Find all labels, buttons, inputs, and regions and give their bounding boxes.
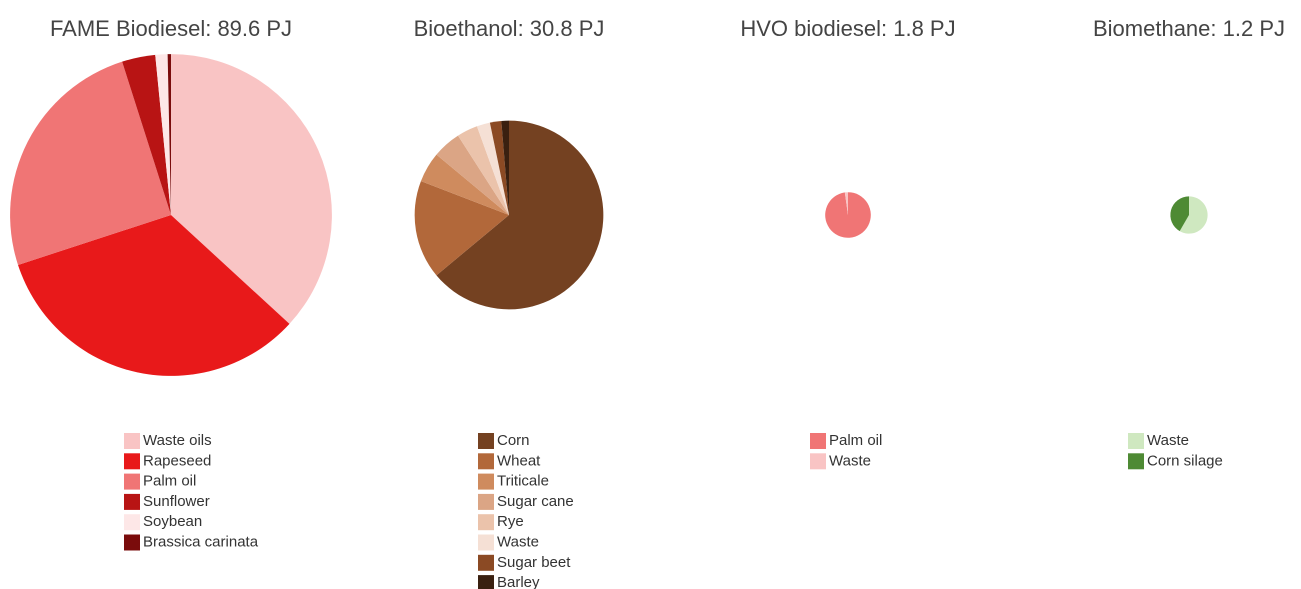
pie-slice	[436, 120, 604, 310]
legend-label: Corn	[497, 432, 530, 449]
pie-title: HVO biodiesel: 1.8 PJ	[740, 16, 955, 41]
legend-swatch	[810, 433, 826, 449]
legend-swatch	[124, 493, 140, 510]
legend-label: Triticale	[497, 473, 549, 490]
legend-label: Waste	[829, 452, 871, 469]
legend-swatch	[124, 453, 140, 470]
legend-label: Waste	[1147, 432, 1189, 449]
legend-swatch	[478, 534, 494, 551]
legend-swatch	[478, 453, 494, 470]
legend-label: Waste oils	[143, 432, 212, 449]
legend-swatch	[1128, 433, 1144, 449]
pie-slice	[844, 192, 848, 215]
legend-swatch	[478, 433, 494, 449]
legend-swatch	[124, 473, 140, 490]
legend-label: Corn silage	[1147, 452, 1223, 469]
legend-label: Rapeseed	[143, 452, 211, 469]
pie-slice	[1170, 196, 1189, 232]
pie-slice	[414, 181, 509, 276]
legend-label: Sugar beet	[497, 554, 571, 571]
legend-label: Sugar cane	[497, 493, 574, 510]
legend-label: Palm oil	[829, 432, 882, 449]
legend-swatch	[478, 514, 494, 531]
pie-slice	[155, 54, 171, 215]
legend-swatch	[124, 534, 140, 551]
legend-swatch	[478, 554, 494, 571]
pie-slice	[420, 154, 509, 215]
pie-title: FAME Biodiesel: 89.6 PJ	[50, 16, 292, 41]
legend-swatch	[478, 473, 494, 490]
pie-slice	[501, 120, 509, 215]
pie-slice	[489, 120, 509, 215]
pie-slice	[436, 135, 509, 215]
legend-swatch	[124, 514, 140, 531]
legend-swatch	[124, 433, 140, 449]
legend-label: Sunflower	[143, 493, 210, 510]
pie-slice	[10, 61, 171, 265]
pie-slice	[476, 122, 509, 215]
pie-title: Biomethane: 1.2 PJ	[1093, 16, 1285, 41]
pie-slice	[457, 126, 509, 215]
legend-label: Palm oil	[143, 473, 196, 490]
legend-label: Wheat	[497, 452, 541, 469]
legend-swatch	[478, 575, 494, 589]
pie-slice	[167, 54, 171, 216]
pie-title: Bioethanol: 30.8 PJ	[414, 16, 605, 41]
legend-swatch	[810, 453, 826, 470]
legend-label: Rye	[497, 513, 524, 530]
pie-slice	[825, 192, 871, 238]
legend-label: Brassica carinata	[143, 533, 259, 550]
pie-slice	[1179, 196, 1208, 234]
legend-swatch	[478, 493, 494, 510]
pie-slice	[171, 54, 332, 324]
pie-slice	[122, 54, 171, 216]
legend-label: Barley	[497, 574, 540, 589]
legend-swatch	[1128, 453, 1144, 470]
legend-label: Waste	[497, 533, 539, 550]
legend-label: Soybean	[143, 513, 202, 530]
pie-slice	[18, 215, 290, 376]
